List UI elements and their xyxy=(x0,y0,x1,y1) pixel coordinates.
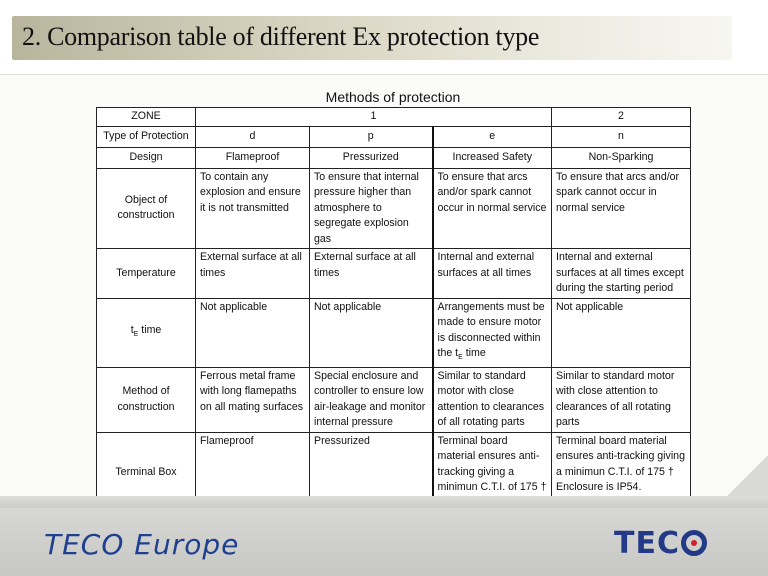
footer-shadow xyxy=(0,496,768,510)
brand-name: TECO Europe xyxy=(44,528,240,561)
cell-type-p: p xyxy=(309,125,433,148)
cell-design-p: Pressurized xyxy=(309,146,433,169)
cell-te-n: Not applicable xyxy=(551,297,691,368)
title-bar: 2. Comparison table of different Ex prot… xyxy=(12,16,732,60)
cell-zone-label: ZONE xyxy=(96,107,196,127)
cell-type-n: n xyxy=(551,125,691,148)
cell-method-p: Special enclosure and controller to ensu… xyxy=(309,366,433,433)
cell-method-e: Similar to standard motor with close att… xyxy=(431,366,552,433)
table-caption: Methods of protection xyxy=(325,89,461,105)
cell-te-d: Not applicable xyxy=(195,297,310,368)
cell-te-e: Arrangements must be made to ensure moto… xyxy=(431,297,552,368)
cell-te-p: Not applicable xyxy=(309,297,433,368)
table-row-terminal: Terminal Box Flameproof Pressurized Term… xyxy=(96,431,691,514)
teco-logo: TEC xyxy=(614,525,707,561)
cell-object-label: Object of construction xyxy=(96,167,196,249)
cell-zone-2: 2 xyxy=(551,107,691,127)
cell-type-d: d xyxy=(195,125,310,148)
cell-te-label: tE time xyxy=(96,297,196,368)
logo-text: TEC xyxy=(614,525,680,561)
table-row-method: Method of construction Ferrous metal fra… xyxy=(96,366,691,433)
table-row-te-time: tE time Not applicable Not applicable Ar… xyxy=(96,297,691,368)
table-row-design: Design Flameproof Pressurized Increased … xyxy=(96,146,691,169)
cell-object-p: To ensure that internal pressure higher … xyxy=(309,167,433,249)
cell-object-d: To contain any explosion and ensure it i… xyxy=(195,167,310,249)
cell-zone-1: 1 xyxy=(195,107,552,127)
cell-temperature-p: External surface at all times xyxy=(309,248,433,299)
table-row-temperature: Temperature External surface at all time… xyxy=(96,248,691,299)
cell-temperature-label: Temperature xyxy=(96,248,196,299)
cell-temperature-e: Internal and external surfaces at all ti… xyxy=(431,248,552,299)
cell-type-e: e xyxy=(431,125,552,148)
cell-object-e: To ensure that arcs and/or spark cannot … xyxy=(431,167,552,249)
table-row-zone: ZONE 1 2 xyxy=(96,107,691,127)
table-row-type: Type of Protection d p e n xyxy=(96,125,691,148)
comparison-table: ZONE 1 2 Type of Protection d p e n Desi… xyxy=(96,107,691,514)
cell-temperature-n: Internal and external surfaces at all ti… xyxy=(551,248,691,299)
cell-type-label: Type of Protection xyxy=(96,125,196,148)
cell-method-d: Ferrous metal frame with long flamepaths… xyxy=(195,366,310,433)
cell-method-n: Similar to standard motor with close att… xyxy=(551,366,691,433)
cell-design-label: Design xyxy=(96,146,196,169)
cell-design-n: Non-Sparking xyxy=(551,146,691,169)
cell-method-label: Method of construction xyxy=(96,366,196,433)
cell-temperature-d: External surface at all times xyxy=(195,248,310,299)
footer: TECO Europe TEC xyxy=(0,508,768,576)
table-row-object: Object of construction To contain any ex… xyxy=(96,167,691,249)
slide-title: 2. Comparison table of different Ex prot… xyxy=(22,22,540,51)
logo-o-icon xyxy=(680,530,707,556)
cell-design-e: Increased Safety xyxy=(431,146,552,169)
cell-design-d: Flameproof xyxy=(195,146,310,169)
cell-object-n: To ensure that arcs and/or spark cannot … xyxy=(551,167,691,249)
